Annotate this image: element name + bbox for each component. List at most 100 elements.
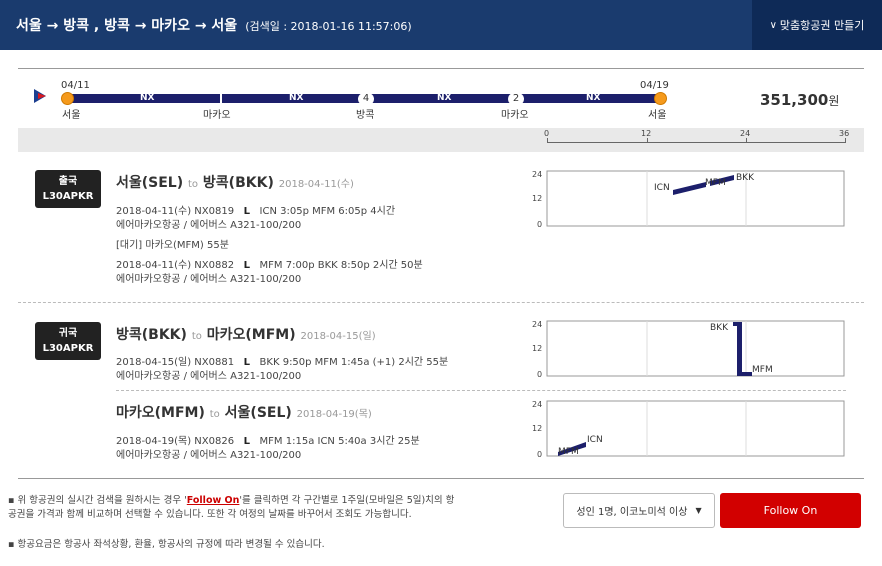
return-leg2-time-chart: 24 12 0 MFM ICN [528,398,848,460]
to-word: to [191,331,202,342]
timeline-city: 서울 [648,110,667,121]
flight-info: 2018-04-15(일) NX0881 L BKK 9:50p MFM 1:4… [116,353,448,368]
y-tick-label: 24 [532,170,542,179]
airline-logo-icon [32,88,48,104]
section-divider [18,302,864,303]
to-city: 방콕(BKK) [202,175,274,191]
timeline-city: 마카오 [203,110,231,121]
timeline-start-date: 04/11 [61,80,90,91]
flight-info: 2018-04-19(목) NX0826 L MFM 1:15a ICN 5:4… [116,432,420,447]
stay-nights-badge: 2 [508,93,524,105]
y-tick-label: 0 [537,220,542,229]
booking-class: L [243,260,250,271]
axis-tick [845,138,846,143]
header-bar [0,0,882,50]
search-date: (검색일 : 2018-01-16 11:57:06) [245,20,412,33]
axis-tick-label: 24 [740,129,751,138]
y-tick-label: 24 [532,400,542,409]
axis-tick [746,138,747,143]
note-text: 위 항공권의 실시간 검색을 원하시는 경우 ' [17,495,187,506]
flight-segment-bar [737,372,752,376]
axis-tick-label: 12 [641,129,652,138]
booking-class: L [243,206,250,217]
flight-segment-bar [737,322,742,376]
axis-tick-label: 36 [839,129,850,138]
passenger-class-select[interactable]: 성인 1명, 이코노미석 이상 ▼ [563,493,715,528]
timeline-end-date: 04/19 [640,80,669,91]
bullet-icon: ▪ [8,539,15,550]
chart-label: MFM [752,365,773,375]
timeline-airline-code: NX [437,93,452,103]
outbound-time-chart: 24 12 0 ICN MFM BKK [528,168,848,230]
y-tick-label: 12 [532,194,542,203]
flight-number: 2018-04-15(일) NX0881 [116,357,235,368]
return-badge: 귀국 L30APKR [35,322,101,360]
leg-divider [116,390,846,391]
to-city: 마카오(MFM) [206,327,296,343]
flight-number: 2018-04-11(수) NX0882 [116,260,235,271]
segment-date: 2018-04-15(일) [300,331,376,342]
aircraft-info: 에어마카오항공 / 에어버스 A321-100/200 [116,450,302,461]
time-axis-band [18,128,864,152]
y-tick-label: 0 [537,370,542,379]
footer-note-1: ▪ 위 항공권의 실시간 검색을 원하시는 경우 'Follow On'를 클릭… [8,494,458,522]
to-word: to [188,179,199,190]
chevron-down-icon: ∨ [769,19,777,31]
to-word: to [209,409,220,420]
fare-code: L30APKR [42,191,94,202]
layover-info: [대기] 마카오(MFM) 55분 [116,240,229,251]
passenger-class-value: 성인 1명, 이코노미석 이상 [576,507,688,518]
from-city: 방콕(BKK) [116,327,187,343]
note-text: '를 클릭하면 각 구간별로 1주일(모바일은 5일)치의 항공권을 가격과 함… [8,495,455,520]
route-title: 서울 → 방콕 , 방콕 → 마카오 → 서울 (검색일 : 2018-01-16… [16,15,412,35]
time-axis-line [547,142,846,143]
note-text: 항공요금은 항공사 좌석상황, 환율, 항공사의 규정에 따라 변경될 수 있습… [17,539,325,550]
y-tick-label: 24 [532,320,542,329]
timeline-city: 마카오 [501,110,529,121]
flight-segment-bar [558,442,586,456]
from-city: 서울(SEL) [116,175,184,191]
caret-down-icon: ▼ [695,506,702,515]
axis-tick [547,138,548,143]
chart-label: BKK [710,323,729,333]
follow-on-link[interactable]: Follow On [186,495,240,506]
return-leg2-title: 마카오(MFM) to 서울(SEL) 2018-04-19(목) [116,402,372,422]
divider [18,68,864,69]
timeline-separator [220,91,222,105]
return-leg1-title: 방콕(BKK) to 마카오(MFM) 2018-04-15(일) [116,324,376,344]
timeline-airline-code: NX [140,93,155,103]
follow-on-label: Follow On [763,504,818,517]
flight-times: MFM 7:00p BKK 8:50p 2시간 50분 [259,260,423,271]
booking-class: L [243,357,250,368]
segment-date: 2018-04-11(수) [278,179,354,190]
timeline-city: 서울 [62,110,81,121]
footer-divider [18,478,864,479]
chart-label: BKK [736,173,755,183]
to-city: 서울(SEL) [224,405,292,421]
flight-info: 2018-04-11(수) NX0819 L ICN 3:05p MFM 6:0… [116,202,395,217]
flight-segment-bar [710,175,734,186]
timeline-airline-code: NX [289,93,304,103]
fare-code: L30APKR [42,343,94,354]
chart-label: MFM [558,447,579,457]
aircraft-info: 에어마카오항공 / 에어버스 A321-100/200 [116,220,302,231]
stay-nights-badge: 4 [358,93,374,105]
route-text: 서울 → 방콕 , 방콕 → 마카오 → 서울 [16,18,238,34]
timeline-start-dot [61,92,74,105]
total-price: 351,300원 [760,91,839,109]
follow-on-button[interactable]: Follow On [720,493,861,528]
axis-tick [647,138,648,143]
y-tick-label: 12 [532,424,542,433]
custom-ticket-button[interactable]: ∨ 맞춤항공권 만들기 [752,0,882,50]
return-leg1-time-chart: 24 12 0 BKK MFM [528,318,848,380]
custom-ticket-label: 맞춤항공권 만들기 [779,19,865,32]
aircraft-info: 에어마카오항공 / 에어버스 A321-100/200 [116,274,302,285]
chart-label: MFM [705,178,726,188]
from-city: 마카오(MFM) [116,405,205,421]
badge-label: 출국 [58,176,78,187]
axis-tick-label: 0 [544,129,550,138]
price-value: 351,300 [760,91,829,109]
flight-segment-bar [673,182,706,195]
y-tick-label: 12 [532,344,542,353]
flight-times: MFM 1:15a ICN 5:40a 3시간 25분 [259,436,420,447]
